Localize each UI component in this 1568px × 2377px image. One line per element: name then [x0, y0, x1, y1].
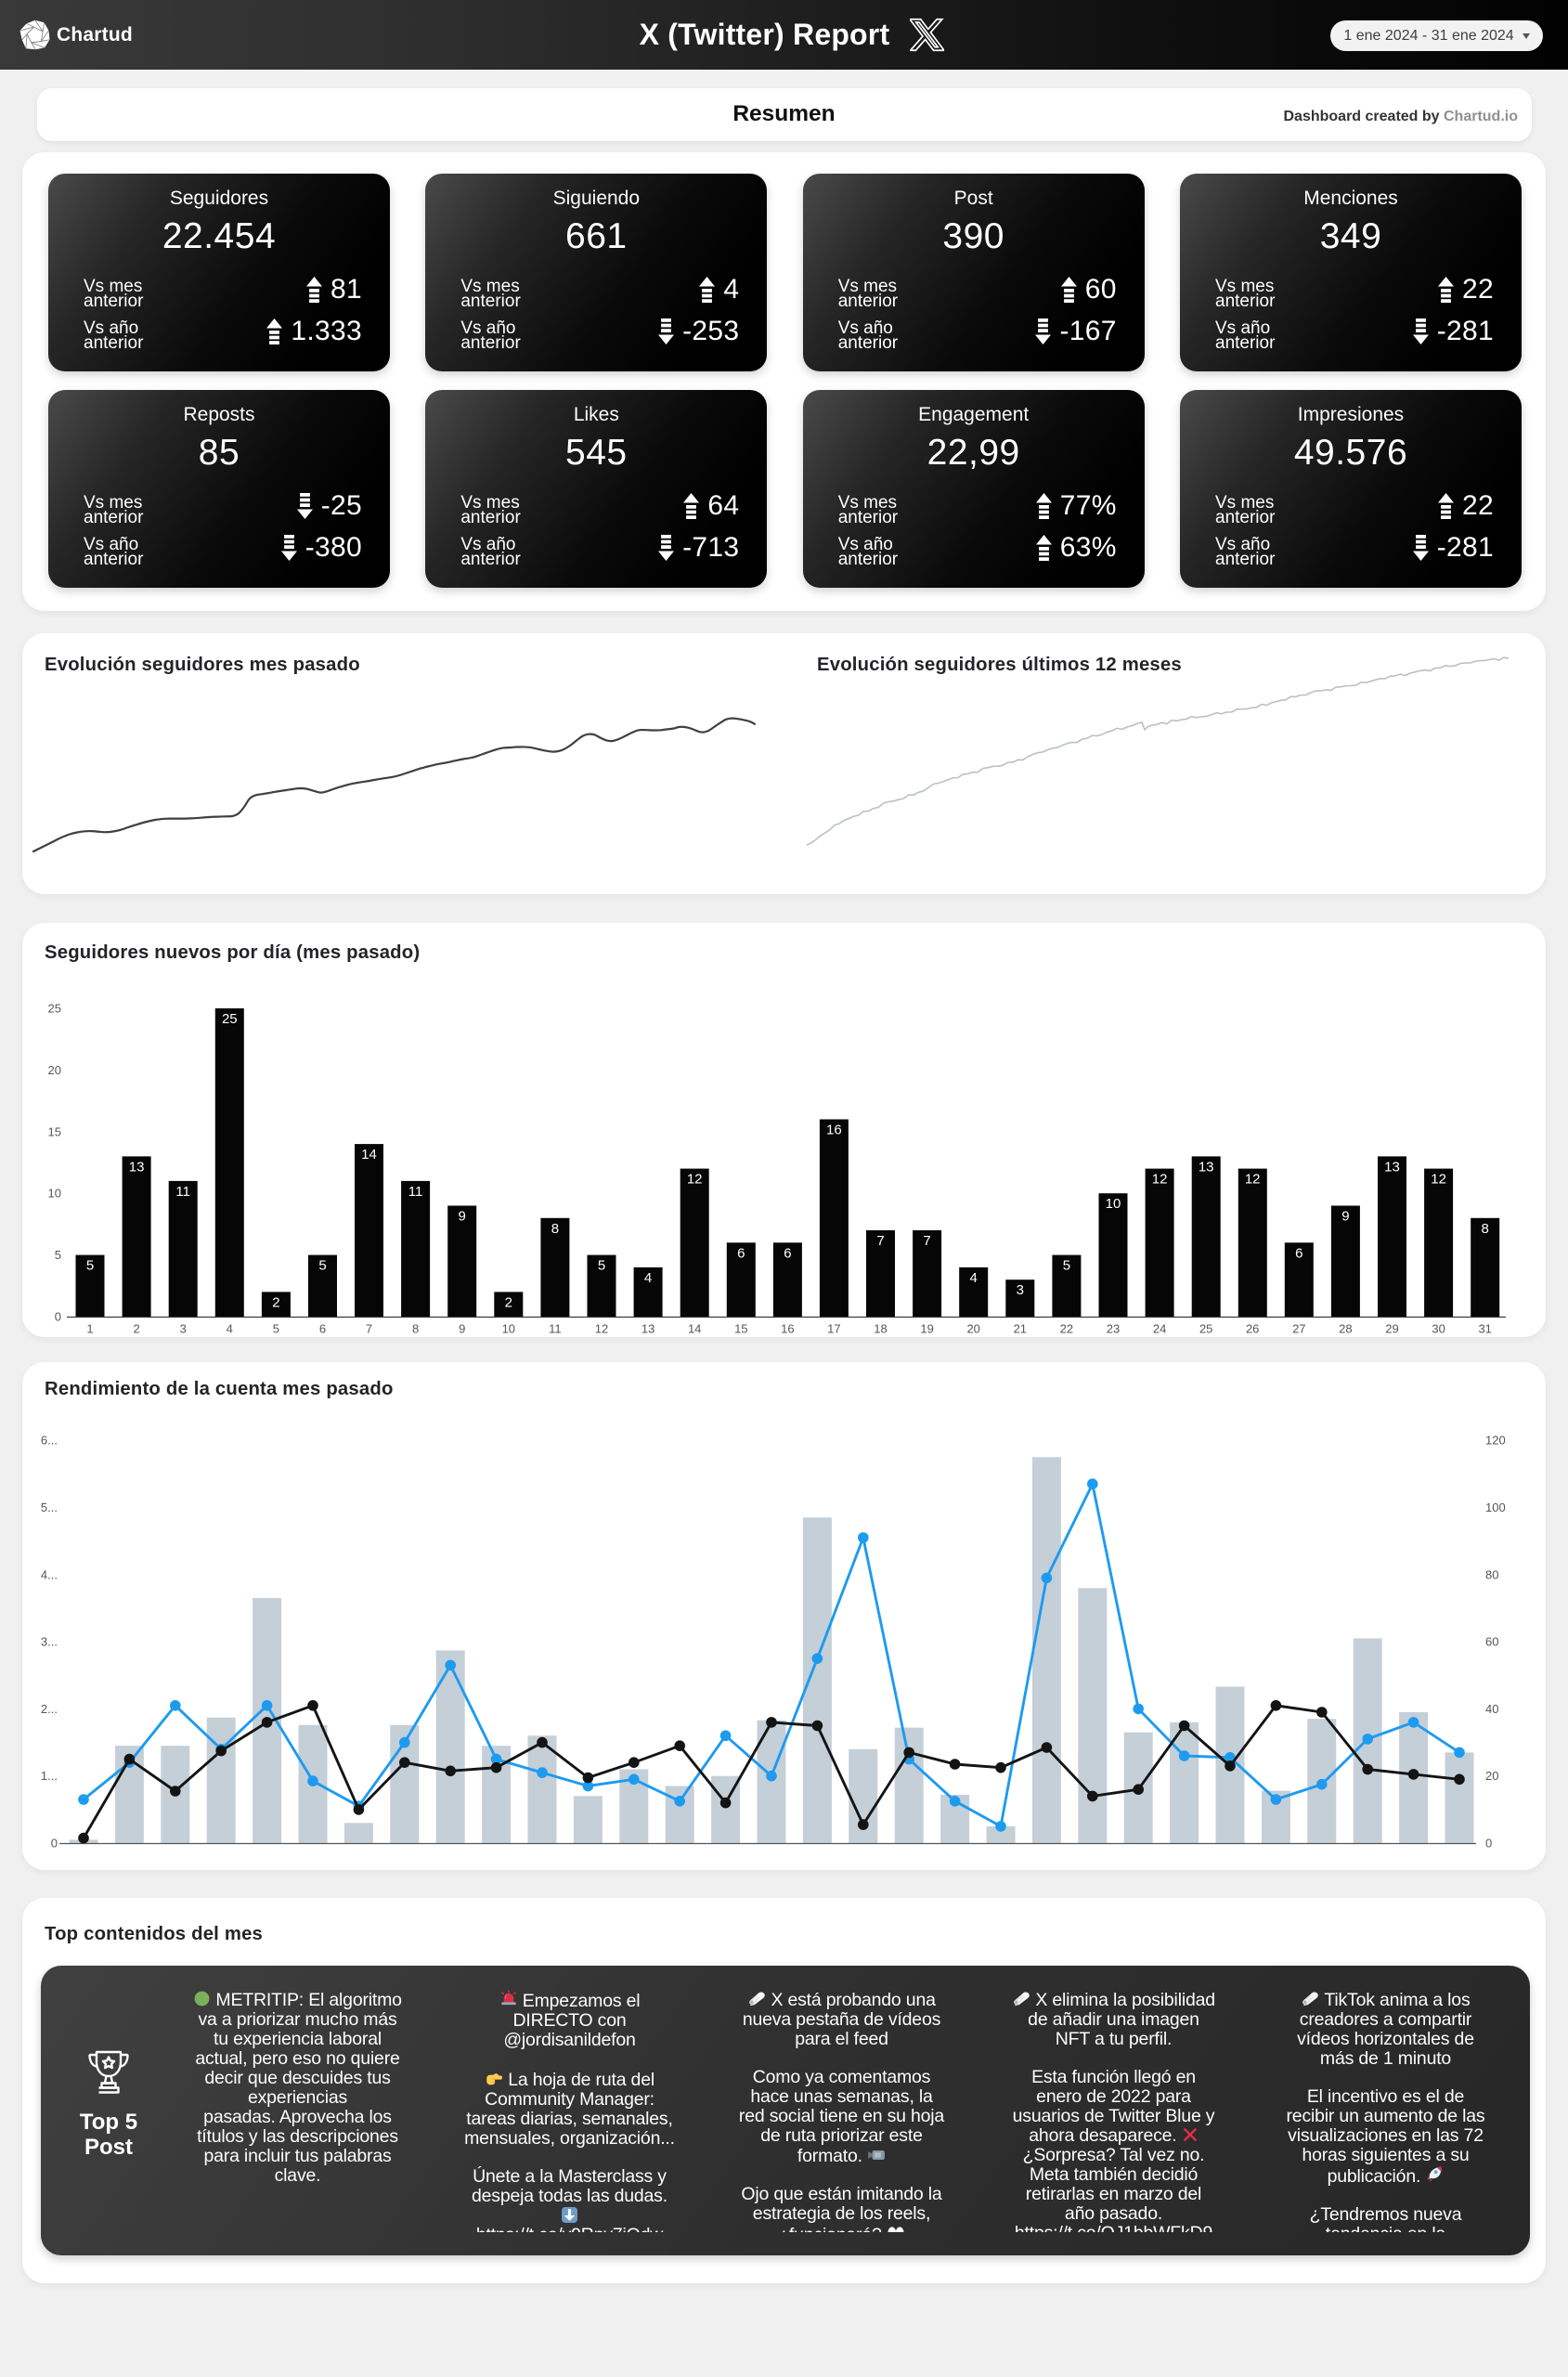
svg-text:20: 20	[966, 1322, 979, 1336]
svg-text:2: 2	[272, 1294, 279, 1310]
svg-text:16: 16	[781, 1322, 794, 1336]
svg-text:15: 15	[48, 1124, 61, 1138]
svg-text:2...: 2...	[41, 1702, 58, 1716]
svg-text:11: 11	[549, 1322, 562, 1336]
svg-text:1: 1	[86, 1322, 93, 1336]
svg-text:1...: 1...	[41, 1769, 58, 1783]
svg-text:21: 21	[1014, 1322, 1027, 1336]
svg-text:15: 15	[734, 1322, 747, 1336]
svg-text:29: 29	[1385, 1322, 1398, 1336]
svg-text:4: 4	[227, 1322, 233, 1336]
svg-text:14: 14	[361, 1147, 377, 1163]
svg-text:28: 28	[1339, 1322, 1352, 1336]
svg-text:25: 25	[222, 1011, 238, 1027]
svg-text:12: 12	[1431, 1172, 1446, 1188]
svg-text:8: 8	[1482, 1221, 1489, 1237]
svg-text:13: 13	[1199, 1159, 1214, 1175]
svg-text:2: 2	[133, 1322, 139, 1336]
svg-text:7: 7	[366, 1322, 372, 1336]
svg-text:9: 9	[1341, 1209, 1349, 1225]
svg-text:5: 5	[86, 1258, 94, 1274]
svg-text:18: 18	[874, 1322, 887, 1336]
svg-text:11: 11	[408, 1184, 423, 1200]
svg-text:14: 14	[688, 1322, 701, 1336]
svg-text:120: 120	[1485, 1434, 1506, 1448]
svg-text:30: 30	[1432, 1322, 1445, 1336]
svg-text:20: 20	[1485, 1769, 1498, 1783]
svg-text:24: 24	[1153, 1322, 1166, 1336]
svg-text:4: 4	[644, 1270, 652, 1286]
svg-text:100: 100	[1485, 1500, 1506, 1514]
svg-text:2: 2	[505, 1294, 512, 1310]
svg-text:16: 16	[826, 1123, 842, 1138]
svg-text:6: 6	[784, 1245, 791, 1261]
svg-text:7: 7	[876, 1233, 884, 1249]
svg-text:0: 0	[51, 1837, 58, 1851]
svg-text:4...: 4...	[41, 1567, 58, 1581]
svg-text:7: 7	[923, 1233, 930, 1249]
svg-text:9: 9	[459, 1322, 465, 1336]
svg-text:3: 3	[180, 1322, 187, 1336]
svg-text:5...: 5...	[41, 1500, 58, 1514]
svg-text:6: 6	[737, 1245, 745, 1261]
svg-text:13: 13	[641, 1322, 654, 1336]
svg-text:13: 13	[129, 1159, 145, 1175]
svg-text:17: 17	[827, 1322, 840, 1336]
svg-text:12: 12	[1152, 1172, 1168, 1188]
svg-text:3: 3	[1017, 1282, 1024, 1298]
svg-text:10: 10	[502, 1322, 515, 1336]
svg-text:6: 6	[1295, 1245, 1302, 1261]
svg-text:25: 25	[1199, 1322, 1212, 1336]
svg-text:60: 60	[1485, 1635, 1498, 1649]
svg-text:10: 10	[1106, 1196, 1121, 1212]
svg-text:23: 23	[1107, 1322, 1120, 1336]
svg-text:11: 11	[175, 1184, 190, 1200]
svg-text:31: 31	[1478, 1322, 1491, 1336]
svg-text:5: 5	[1063, 1258, 1070, 1274]
svg-text:0: 0	[55, 1310, 61, 1324]
svg-text:5: 5	[273, 1322, 279, 1336]
svg-text:5: 5	[598, 1258, 605, 1274]
svg-text:0: 0	[1485, 1837, 1492, 1851]
svg-text:9: 9	[459, 1209, 466, 1225]
svg-text:22: 22	[1060, 1322, 1073, 1336]
svg-text:3...: 3...	[41, 1635, 58, 1649]
svg-text:13: 13	[1384, 1159, 1400, 1175]
svg-text:12: 12	[687, 1172, 703, 1188]
svg-text:8: 8	[551, 1221, 559, 1237]
svg-text:12: 12	[595, 1322, 608, 1336]
svg-text:40: 40	[1485, 1702, 1498, 1716]
svg-text:5: 5	[318, 1258, 326, 1274]
svg-text:27: 27	[1292, 1322, 1305, 1336]
svg-text:12: 12	[1245, 1172, 1261, 1188]
svg-text:6: 6	[319, 1322, 326, 1336]
svg-text:5: 5	[55, 1248, 61, 1262]
svg-text:25: 25	[48, 1002, 61, 1016]
svg-text:10: 10	[48, 1187, 61, 1201]
svg-text:8: 8	[412, 1322, 419, 1336]
svg-text:20: 20	[48, 1063, 61, 1077]
svg-text:4: 4	[970, 1270, 978, 1286]
svg-text:80: 80	[1485, 1567, 1498, 1581]
svg-text:6...: 6...	[41, 1434, 58, 1448]
svg-text:19: 19	[920, 1322, 933, 1336]
svg-text:26: 26	[1246, 1322, 1259, 1336]
